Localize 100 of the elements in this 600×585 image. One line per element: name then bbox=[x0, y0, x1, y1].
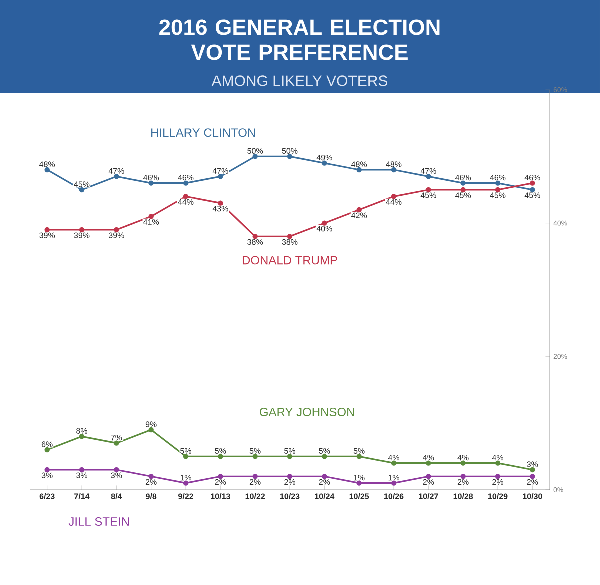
point bbox=[44, 227, 50, 233]
x-tick-label: 10/13 bbox=[211, 494, 230, 500]
point bbox=[287, 154, 293, 160]
data-label: 46% bbox=[178, 174, 194, 181]
data-label: 4% bbox=[423, 455, 434, 461]
point bbox=[495, 474, 501, 480]
x-tick-label: 10/22 bbox=[246, 494, 266, 500]
x-tick-label: 9/8 bbox=[146, 494, 157, 500]
data-label: 50% bbox=[282, 148, 298, 154]
point bbox=[391, 480, 397, 486]
data-label: 8% bbox=[76, 428, 88, 434]
point bbox=[287, 234, 293, 240]
data-label: 42% bbox=[352, 212, 368, 218]
series-label: DONALD TRUMP bbox=[242, 256, 338, 265]
data-label: 49% bbox=[316, 154, 332, 161]
point bbox=[218, 174, 224, 180]
data-label: 43% bbox=[212, 206, 228, 212]
data-label: 2% bbox=[284, 479, 296, 485]
data-label: 47% bbox=[212, 168, 228, 174]
x-tick-label: 10/26 bbox=[384, 494, 404, 500]
point bbox=[79, 434, 85, 440]
point bbox=[148, 214, 154, 220]
point bbox=[460, 474, 466, 480]
point bbox=[322, 454, 328, 460]
point bbox=[426, 187, 432, 193]
point bbox=[252, 154, 258, 160]
point bbox=[183, 480, 189, 486]
data-label: 47% bbox=[420, 168, 436, 174]
point bbox=[391, 194, 397, 200]
data-label: 3% bbox=[42, 472, 53, 478]
data-label: 48% bbox=[40, 162, 56, 168]
point bbox=[148, 180, 154, 186]
data-label: 39% bbox=[74, 232, 90, 238]
data-label: 9% bbox=[146, 422, 157, 428]
point bbox=[322, 220, 328, 226]
data-label: 48% bbox=[352, 162, 368, 168]
x-tick-label: 10/30 bbox=[523, 494, 542, 500]
point bbox=[183, 454, 189, 460]
x-tick-label: 6/23 bbox=[40, 494, 55, 500]
x-tick-label: 8/4 bbox=[111, 494, 122, 500]
data-label: 2% bbox=[146, 479, 157, 485]
point bbox=[495, 180, 501, 186]
data-label: 2% bbox=[319, 479, 330, 485]
data-label: 5% bbox=[250, 448, 261, 454]
point bbox=[426, 474, 432, 480]
data-label: 3% bbox=[76, 472, 88, 478]
data-label: 48% bbox=[386, 162, 402, 168]
point bbox=[426, 174, 432, 180]
data-label: 3% bbox=[527, 462, 538, 468]
x-tick-label: 10/25 bbox=[350, 494, 370, 500]
point bbox=[530, 474, 536, 480]
data-label: 2% bbox=[250, 479, 261, 485]
data-label: 5% bbox=[180, 448, 192, 454]
text: JILL STEIN bbox=[68, 518, 130, 526]
data-label: 1% bbox=[388, 475, 400, 481]
data-label: 4% bbox=[388, 455, 400, 461]
data-label: 45% bbox=[490, 192, 506, 198]
x-tick-label: 7/14 bbox=[74, 494, 90, 500]
point bbox=[356, 167, 362, 173]
data-label: 41% bbox=[144, 219, 160, 225]
text: GARY JOHNSON bbox=[260, 408, 354, 416]
point bbox=[460, 180, 466, 186]
point bbox=[356, 480, 362, 486]
x-tick-label: 10/27 bbox=[419, 494, 438, 500]
data-label: 5% bbox=[215, 448, 226, 454]
point bbox=[460, 187, 466, 193]
data-label: 45% bbox=[524, 192, 540, 198]
chart-subtitle: AMONG LIKELY VOTERS bbox=[212, 76, 388, 86]
point bbox=[114, 227, 120, 233]
data-label: 39% bbox=[108, 232, 124, 238]
data-label: 2% bbox=[458, 479, 469, 485]
point bbox=[252, 454, 258, 460]
data-label: 5% bbox=[319, 448, 330, 454]
point bbox=[426, 460, 432, 466]
data-label: 46% bbox=[524, 174, 540, 181]
x-tick-label: 10/23 bbox=[280, 494, 300, 500]
point bbox=[44, 447, 50, 453]
point bbox=[460, 460, 466, 466]
data-label: 2% bbox=[492, 479, 504, 485]
point bbox=[79, 467, 85, 473]
point bbox=[114, 440, 120, 446]
point bbox=[391, 460, 397, 466]
point bbox=[44, 167, 50, 173]
point bbox=[79, 187, 85, 193]
data-label: 47% bbox=[108, 168, 124, 174]
x-tick-label: 10/29 bbox=[488, 494, 508, 500]
point bbox=[44, 467, 50, 473]
data-label: 5% bbox=[354, 448, 365, 454]
point bbox=[287, 454, 293, 460]
chart-title: 2016 GENERAL ELECTION VOTE PREFERENCE bbox=[160, 20, 440, 60]
point bbox=[530, 187, 536, 193]
point bbox=[530, 467, 536, 473]
point bbox=[356, 454, 362, 460]
x-tick-label: 9/22 bbox=[178, 494, 194, 500]
point bbox=[79, 227, 85, 233]
point bbox=[148, 427, 154, 433]
x-tick-label: 10/28 bbox=[454, 494, 474, 500]
data-label: 44% bbox=[178, 199, 194, 205]
data-label: 4% bbox=[492, 455, 504, 461]
point bbox=[391, 167, 397, 173]
